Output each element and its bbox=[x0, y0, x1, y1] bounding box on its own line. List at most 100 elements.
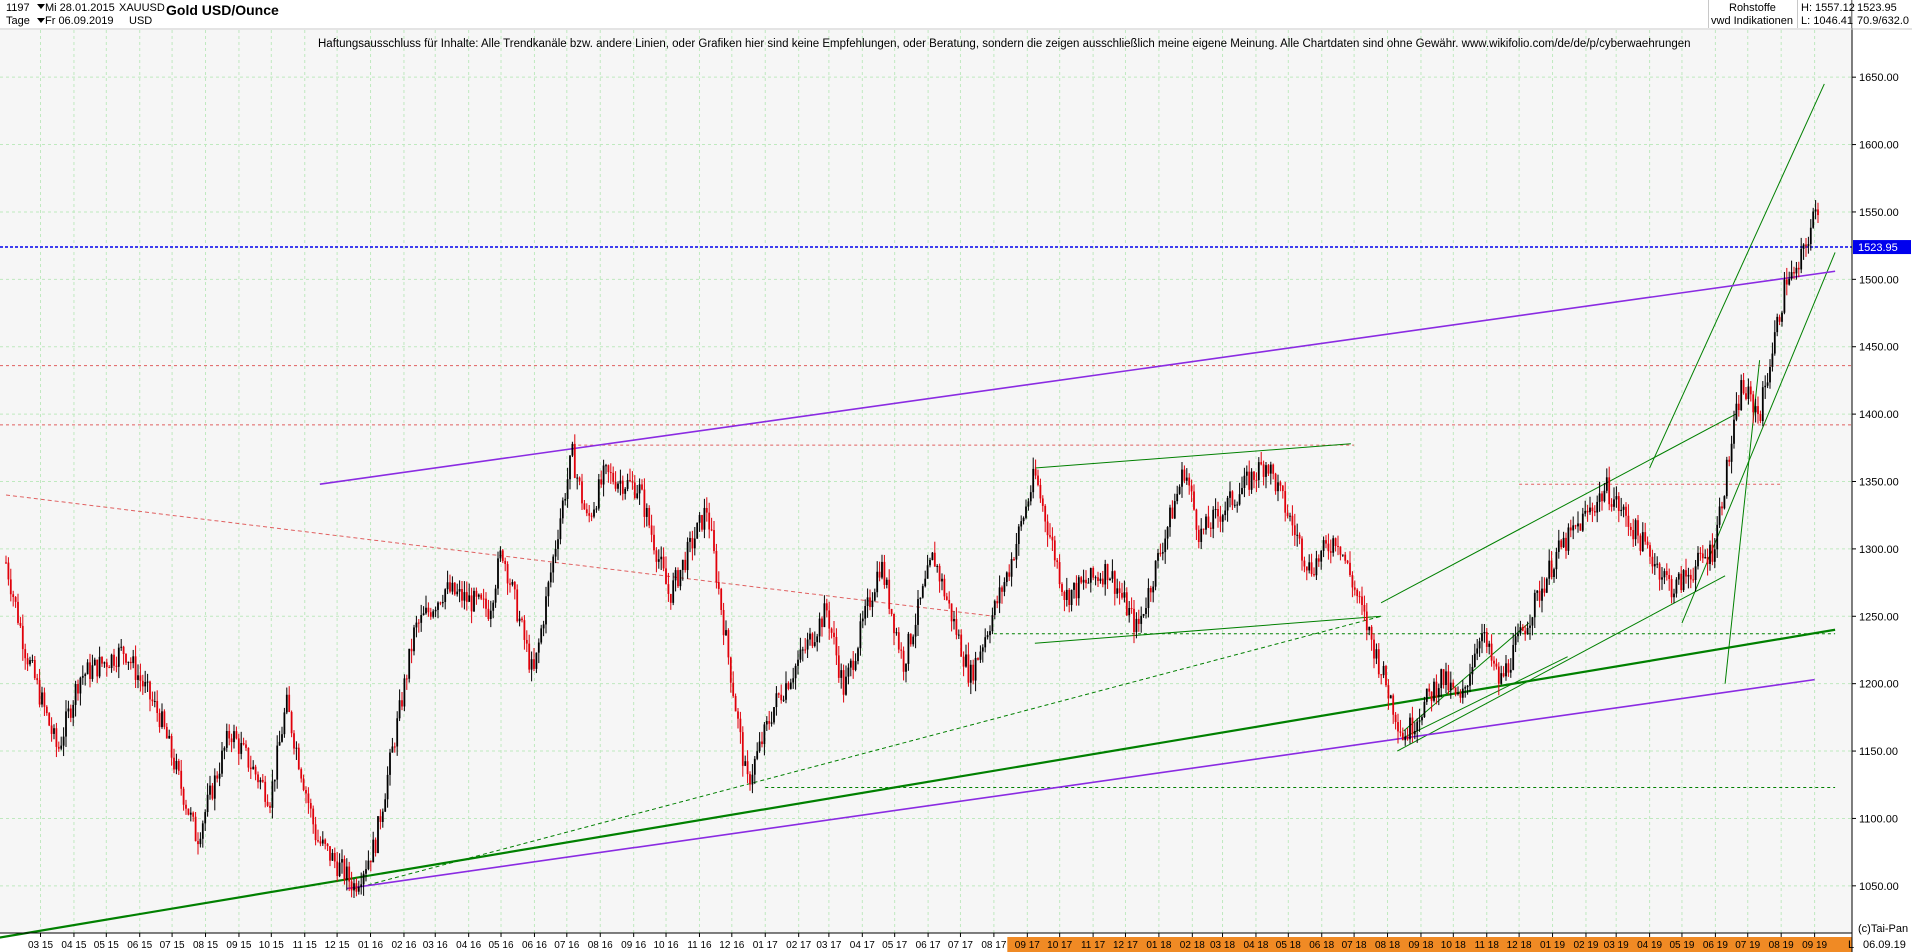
candle-body bbox=[1769, 366, 1771, 383]
candle bbox=[468, 583, 471, 602]
candle bbox=[1581, 507, 1584, 532]
candle-body bbox=[1531, 617, 1534, 626]
candle bbox=[1795, 261, 1798, 280]
period-select[interactable]: Tage bbox=[6, 15, 30, 27]
candle bbox=[621, 475, 624, 501]
candle-body bbox=[1694, 566, 1697, 580]
candle bbox=[893, 613, 895, 646]
candle-body bbox=[173, 757, 175, 770]
candle-body bbox=[1193, 491, 1195, 510]
period-dropdown-icon[interactable] bbox=[37, 18, 45, 23]
candle bbox=[1310, 553, 1313, 577]
candle-body bbox=[1725, 459, 1728, 497]
candle bbox=[161, 703, 163, 729]
candle bbox=[984, 628, 987, 653]
candle-body bbox=[206, 794, 209, 813]
candle bbox=[1574, 524, 1577, 530]
candle bbox=[69, 704, 72, 723]
candle-body bbox=[1773, 332, 1776, 354]
candle bbox=[463, 581, 466, 610]
candle-body bbox=[698, 515, 701, 523]
candle-body bbox=[969, 664, 972, 683]
candle bbox=[521, 616, 523, 623]
candle-body bbox=[84, 674, 87, 676]
candle-body bbox=[1183, 469, 1186, 481]
candle bbox=[859, 613, 862, 656]
candle-body bbox=[156, 701, 159, 713]
candle bbox=[33, 656, 36, 681]
candle bbox=[871, 592, 874, 617]
candle bbox=[710, 517, 713, 532]
candle-body bbox=[17, 601, 19, 623]
candle-body bbox=[1817, 209, 1819, 216]
candle-body bbox=[5, 562, 7, 564]
candle bbox=[703, 498, 706, 539]
candle bbox=[1399, 719, 1402, 737]
candle bbox=[617, 481, 619, 493]
candle-body bbox=[549, 572, 552, 583]
copyright: (c)Tai-Pan bbox=[1858, 923, 1909, 935]
candle-body bbox=[1053, 540, 1056, 561]
candle bbox=[1296, 523, 1299, 547]
candle bbox=[878, 561, 881, 582]
candle bbox=[1101, 570, 1104, 588]
candle bbox=[137, 664, 139, 689]
candle bbox=[93, 657, 96, 666]
candle bbox=[857, 646, 859, 665]
candle bbox=[189, 807, 192, 822]
candle bbox=[835, 628, 838, 666]
dropdown-arrow-icon[interactable] bbox=[37, 4, 45, 9]
candle-body bbox=[823, 603, 826, 628]
x-tick-label: 09 19 bbox=[1802, 940, 1827, 951]
candle bbox=[336, 851, 339, 882]
candle bbox=[1142, 613, 1145, 618]
candle bbox=[643, 478, 646, 528]
y-tick-label: 1050.00 bbox=[1859, 881, 1899, 893]
trendline bbox=[1397, 575, 1726, 752]
candle bbox=[1025, 499, 1027, 520]
candle bbox=[77, 679, 79, 701]
candle bbox=[1195, 508, 1198, 541]
candle-body bbox=[199, 838, 202, 845]
candle-body bbox=[1315, 558, 1318, 576]
candle-body bbox=[494, 588, 497, 603]
candle bbox=[1572, 516, 1575, 540]
candle bbox=[1341, 554, 1344, 557]
candle bbox=[1008, 564, 1011, 582]
candle bbox=[1809, 219, 1812, 251]
candle-body bbox=[1332, 538, 1335, 553]
candle bbox=[998, 575, 1001, 614]
candle bbox=[201, 820, 204, 848]
candle bbox=[883, 554, 886, 589]
candle bbox=[905, 663, 907, 683]
candle bbox=[57, 741, 60, 752]
candle-body bbox=[1591, 507, 1594, 512]
candle-body bbox=[1334, 538, 1337, 546]
candle-body bbox=[1260, 462, 1263, 465]
candle-body bbox=[1310, 562, 1313, 575]
candle bbox=[770, 711, 773, 727]
candle bbox=[98, 646, 101, 679]
candle-body bbox=[36, 678, 39, 681]
candle-body bbox=[684, 559, 687, 571]
candle-body bbox=[57, 746, 60, 749]
candle-body bbox=[163, 711, 166, 727]
candle bbox=[636, 484, 639, 500]
candle bbox=[1224, 501, 1227, 521]
candle-body bbox=[1305, 566, 1308, 571]
candle-body bbox=[1385, 665, 1387, 686]
chart-title: Gold USD/Ounce bbox=[166, 2, 279, 18]
x-tick-label: 10 16 bbox=[654, 940, 679, 951]
candle bbox=[1538, 580, 1541, 608]
candle bbox=[977, 657, 979, 661]
candle bbox=[50, 717, 53, 742]
candle bbox=[1327, 533, 1330, 560]
candle-body bbox=[720, 588, 723, 610]
candle bbox=[746, 750, 749, 784]
candle-body bbox=[1399, 731, 1402, 733]
candle-body bbox=[1716, 524, 1719, 550]
candle bbox=[1644, 522, 1647, 545]
candle bbox=[245, 740, 247, 751]
candle bbox=[1382, 661, 1385, 679]
candle-body bbox=[1070, 589, 1073, 606]
